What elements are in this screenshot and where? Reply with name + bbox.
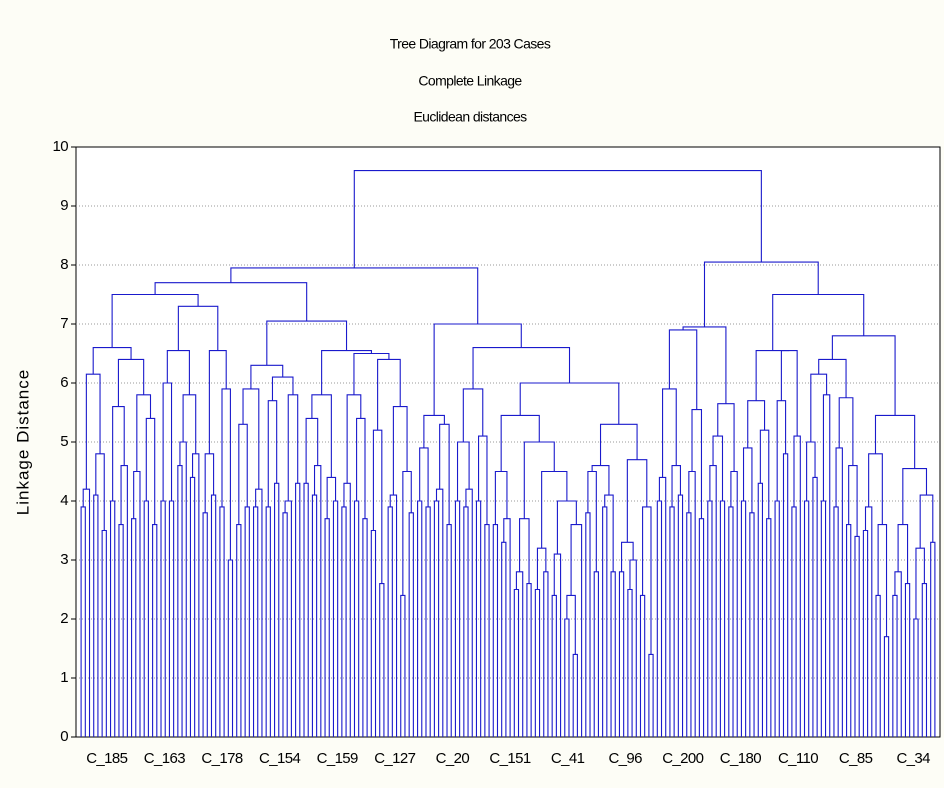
y-tick-label: 0 xyxy=(60,728,68,745)
dendrogram-link xyxy=(353,170,762,268)
y-tick-label: 7 xyxy=(60,315,68,332)
y-tick-label: 3 xyxy=(60,551,68,568)
x-tick-label: C_34 xyxy=(896,750,930,767)
x-tick-label: C_163 xyxy=(144,750,185,767)
chart-subtitle: Complete Linkage xyxy=(418,73,522,89)
chart-subtitle: Euclidean distances xyxy=(413,109,527,125)
y-tick-label: 10 xyxy=(53,138,69,155)
x-tick-label: C_127 xyxy=(374,750,415,767)
y-tick-label: 2 xyxy=(60,610,68,627)
dendrogram-link xyxy=(755,350,790,401)
chart-title: Tree Diagram for 203 Cases xyxy=(390,36,551,52)
x-tick-label: C_200 xyxy=(662,750,703,767)
y-axis-label: Linkage Distance xyxy=(13,369,32,515)
x-tick-label: C_178 xyxy=(201,750,242,767)
x-tick-label: C_151 xyxy=(489,750,530,767)
y-tick-label: 9 xyxy=(60,197,68,214)
x-tick-label: C_180 xyxy=(720,750,761,767)
x-tick-label: C_110 xyxy=(778,750,818,767)
y-tick-label: 6 xyxy=(60,374,68,391)
y-tick-label: 8 xyxy=(60,256,68,273)
x-tick-label: C_159 xyxy=(317,750,358,767)
x-tick-label: C_154 xyxy=(259,750,300,767)
y-tick-label: 5 xyxy=(60,433,68,450)
x-tick-label: C_96 xyxy=(608,750,642,767)
x-tick-label: C_41 xyxy=(551,750,585,767)
y-tick-label: 1 xyxy=(60,669,68,686)
y-tick-label: 4 xyxy=(60,492,68,509)
x-tick-label: C_85 xyxy=(839,750,873,767)
x-tick-label: C_20 xyxy=(436,750,470,767)
x-tick-label: C_185 xyxy=(86,750,127,767)
